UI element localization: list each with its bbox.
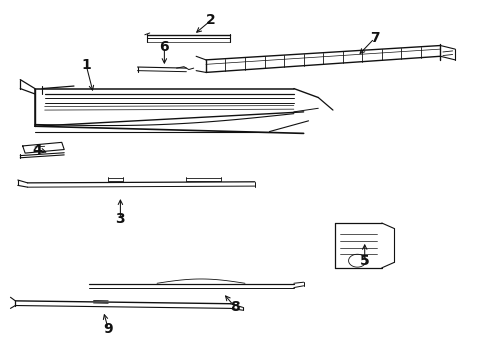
- Text: 1: 1: [81, 58, 91, 72]
- Text: 6: 6: [160, 40, 169, 54]
- Text: 4: 4: [32, 143, 42, 157]
- Text: 9: 9: [103, 322, 113, 336]
- Text: 7: 7: [369, 31, 379, 45]
- Text: 5: 5: [360, 254, 369, 268]
- Text: 3: 3: [116, 212, 125, 226]
- Text: 2: 2: [206, 13, 216, 27]
- Text: 8: 8: [230, 300, 240, 314]
